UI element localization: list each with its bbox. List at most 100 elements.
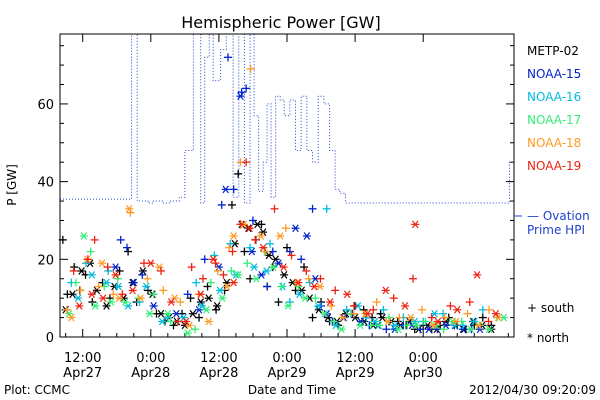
data-point-north xyxy=(142,282,151,291)
data-point-south xyxy=(478,313,487,322)
data-point-north xyxy=(146,259,155,268)
x-axis-label: Date and Time xyxy=(248,383,336,397)
data-point-south xyxy=(176,298,185,307)
data-point-south xyxy=(270,204,279,213)
data-point-south xyxy=(246,64,255,73)
data-point-south xyxy=(311,294,320,303)
data-point-south xyxy=(439,309,448,318)
data-point-north xyxy=(429,321,438,330)
data-point-south xyxy=(427,313,436,322)
data-point-south xyxy=(274,298,283,307)
data-point-north xyxy=(291,224,300,233)
data-point-south xyxy=(103,263,112,272)
data-point-south xyxy=(465,298,474,307)
data-point-south xyxy=(349,309,358,318)
data-point-north xyxy=(74,294,83,303)
data-point-north xyxy=(485,325,494,334)
data-point-south xyxy=(183,290,192,299)
data-point-south xyxy=(277,282,286,291)
data-point-south xyxy=(416,325,425,334)
data-point-north xyxy=(111,263,120,271)
data-point-south xyxy=(349,301,358,310)
data-point-south xyxy=(403,321,412,330)
data-point-north xyxy=(310,282,319,291)
ovation-legend: — Ovation Prime HPI xyxy=(514,209,590,237)
x-tick-time-label: 0:00 xyxy=(272,351,301,366)
data-point-north xyxy=(259,243,268,252)
data-point-north xyxy=(92,286,101,295)
data-point-north xyxy=(229,278,238,287)
data-point-north xyxy=(172,309,181,318)
data-point-south xyxy=(322,204,331,213)
y-tick-label: 60 xyxy=(37,98,54,113)
legend-entry: NOAA-16 xyxy=(527,90,581,104)
data-point-north xyxy=(301,294,310,303)
ovation-path xyxy=(60,33,514,204)
data-point-south xyxy=(308,204,317,213)
data-point-south xyxy=(223,53,232,62)
data-point-south xyxy=(157,266,166,275)
data-point-south xyxy=(329,317,338,326)
data-point-north xyxy=(216,286,225,295)
data-point-south xyxy=(331,286,340,295)
data-point-north xyxy=(474,321,483,330)
x-axis-ticks: 12:00Apr270:00Apr2812:00Apr280:00Apr2912… xyxy=(63,34,509,381)
data-point-south xyxy=(124,247,133,256)
data-point-south xyxy=(369,305,378,314)
data-point-north xyxy=(452,317,461,326)
data-point-south xyxy=(297,255,306,264)
data-point-north xyxy=(424,325,433,334)
data-point-south xyxy=(263,282,272,291)
data-point-north xyxy=(111,270,120,279)
data-point-south xyxy=(236,220,245,229)
ovation-legend-line1: — Ovation xyxy=(527,209,590,223)
data-point-north xyxy=(163,309,172,318)
data-point-north xyxy=(406,313,415,322)
data-point-north xyxy=(374,321,383,330)
data-point-south xyxy=(199,274,208,283)
x-tick-date-label: Apr30 xyxy=(404,366,443,381)
satellite-legend: METP-02 NOAA-15 NOAA-16 NOAA-17 NOAA-18 NOAA-… xyxy=(527,44,581,173)
data-point-north xyxy=(218,294,227,303)
data-point-south xyxy=(159,286,168,295)
data-point-north xyxy=(338,313,347,322)
data-point-south xyxy=(242,84,251,93)
data-point-south xyxy=(229,185,238,194)
data-point-north xyxy=(378,313,387,322)
data-point-north xyxy=(124,302,133,310)
data-point-south xyxy=(69,266,78,275)
data-point-south xyxy=(149,290,158,299)
data-point-north xyxy=(343,290,352,299)
data-point-north xyxy=(295,290,304,299)
data-point-south xyxy=(187,263,196,272)
data-point-south xyxy=(372,298,381,307)
data-point-south xyxy=(268,247,277,256)
data-point-north xyxy=(136,294,145,303)
data-point-north xyxy=(274,259,283,268)
data-point-north xyxy=(494,313,503,322)
data-point-south xyxy=(265,239,274,248)
y-axis-label: P [GW] xyxy=(5,164,19,206)
data-point-south xyxy=(308,313,317,322)
data-point-north xyxy=(197,302,206,310)
data-point-north xyxy=(271,255,280,264)
data-point-south xyxy=(225,243,234,252)
data-point-north xyxy=(115,294,124,303)
data-point-north xyxy=(250,263,259,271)
data-point-south xyxy=(116,235,125,244)
data-point-south xyxy=(86,247,95,256)
data-point-south xyxy=(418,305,427,314)
data-point-north xyxy=(87,270,96,279)
data-point-north xyxy=(276,232,285,240)
data-point-north xyxy=(297,286,306,295)
hemisphere-legend-entry: + south xyxy=(527,301,574,315)
data-point-north xyxy=(202,305,211,314)
data-point-south xyxy=(191,325,200,334)
data-point-south xyxy=(440,313,449,322)
data-point-south xyxy=(118,290,127,299)
data-point-north xyxy=(204,294,213,303)
ovation-prime-hpi-line xyxy=(60,33,514,204)
data-point-south xyxy=(439,325,448,334)
x-tick-date-label: Apr27 xyxy=(63,366,102,381)
